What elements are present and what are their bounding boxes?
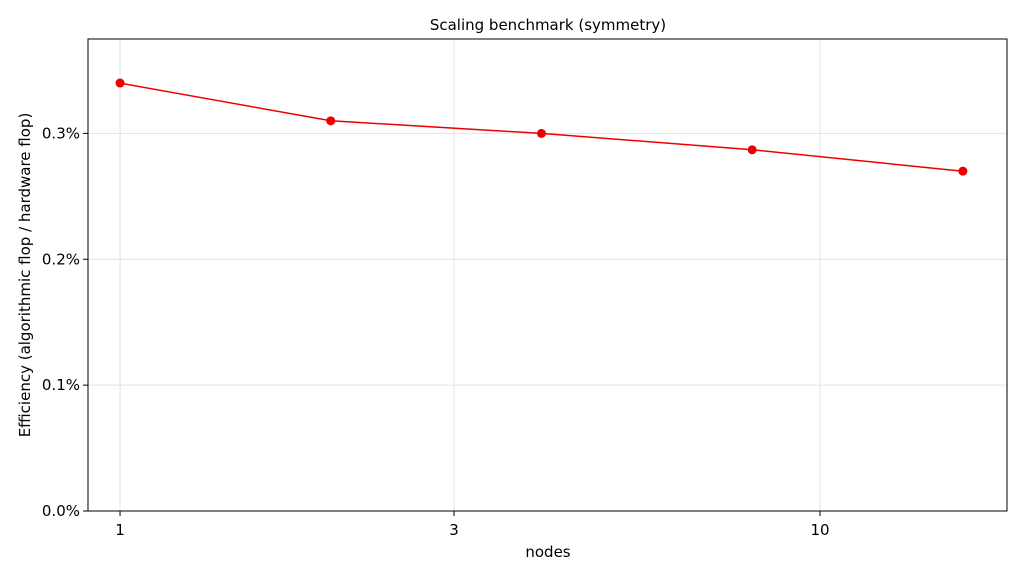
x-axis-label: nodes xyxy=(525,543,570,561)
y-tick-label: 0.0% xyxy=(42,502,80,520)
y-tick-label: 0.1% xyxy=(42,376,80,394)
data-point xyxy=(115,78,125,88)
series-line xyxy=(119,82,963,172)
axis-ticks: 1 3 10 0.0% 0.1% 0.2% 0.3% xyxy=(42,124,830,539)
x-tick-label: 10 xyxy=(810,521,829,539)
y-tick-label: 0.2% xyxy=(42,250,80,268)
series-layer xyxy=(115,78,968,176)
y-tick-label: 0.3% xyxy=(42,124,80,142)
grid xyxy=(88,39,1007,511)
data-point xyxy=(958,166,968,176)
data-point xyxy=(536,128,546,138)
x-tick-label: 1 xyxy=(115,521,125,539)
data-point xyxy=(326,116,336,126)
x-tick-label: 3 xyxy=(449,521,459,539)
plot-frame xyxy=(87,38,1008,512)
data-point xyxy=(747,145,757,155)
chart-title: Scaling benchmark (symmetry) xyxy=(430,16,666,34)
y-axis-label: Efficiency (algorithmic flop / hardware … xyxy=(16,113,34,438)
